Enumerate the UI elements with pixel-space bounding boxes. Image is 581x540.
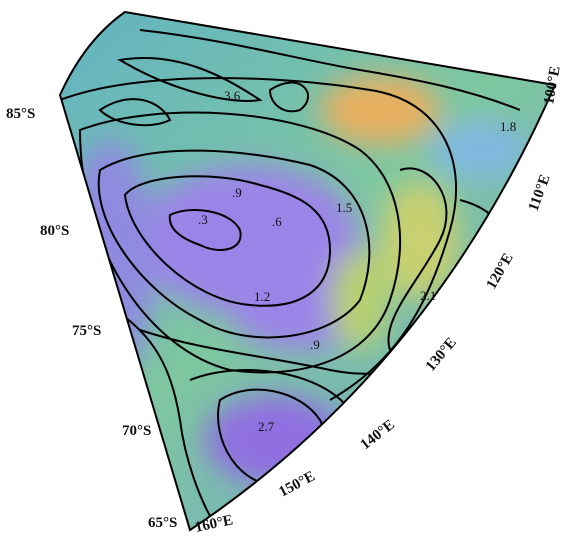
map: 85°S 80°S 75°S 70°S 65°S 100°E 110°E 120… (0, 0, 581, 540)
contour-label: .9 (310, 337, 320, 352)
latitude-label: 65°S (148, 515, 177, 531)
latitude-label: 85°S (6, 106, 35, 122)
contour-label: 1.5 (336, 200, 352, 215)
contour-label: .3 (198, 212, 208, 227)
latitude-label: 80°S (40, 223, 69, 239)
contour-label: .6 (272, 214, 282, 229)
longitude-label: 130°E (423, 335, 460, 375)
contour-label: 1.8 (500, 119, 516, 134)
contour-label: 1.2 (254, 289, 270, 304)
longitude-label: 120°E (484, 251, 517, 292)
longitude-label: 100°E (541, 65, 563, 106)
longitude-label: 140°E (358, 417, 398, 453)
latitude-label: 70°S (122, 423, 151, 439)
latitude-label: 75°S (72, 323, 101, 339)
longitude-label: 110°E (526, 172, 554, 213)
longitude-label: 150°E (276, 468, 318, 500)
contour-label: 2.1 (420, 288, 436, 303)
contour-label: 3.6 (224, 88, 241, 103)
contour-label: 2.7 (258, 419, 275, 434)
contour-label: .9 (232, 185, 242, 200)
